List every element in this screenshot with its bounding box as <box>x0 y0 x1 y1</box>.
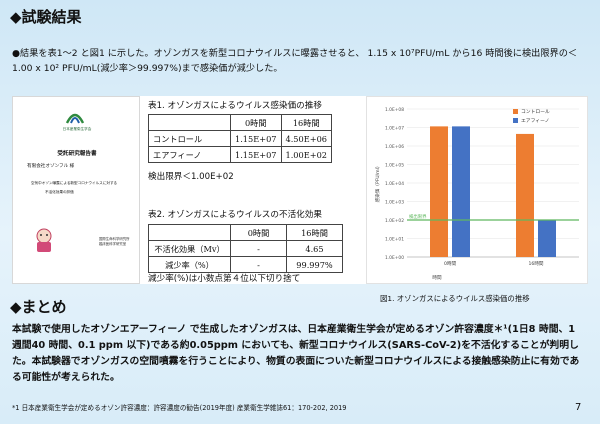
legend-swatch <box>513 109 518 114</box>
bar <box>516 133 534 257</box>
y-tick-label: 1.0E+08 <box>385 107 404 113</box>
table2-note: 減少率(%)は小数点第４位以下切り捨て <box>148 274 301 284</box>
table-header-row: 0時間 16時間 <box>148 114 332 131</box>
table2-inactivation: 0時間 16時間 不活化効果（Mv） - 4.65 減少率（%） - 99.99… <box>148 224 343 273</box>
results-intro-text: ●結果を表1～2 と図1 に示した。オゾンガスを新型コロナウイルスに曝露させると… <box>12 48 578 74</box>
report-title: 受託研究報告書 <box>57 151 97 157</box>
society-logo-icon <box>65 113 85 124</box>
table-cell: 不活化効果（Mv） <box>148 240 231 257</box>
y-tick-label: 1.0E+05 <box>385 163 404 169</box>
infectivity-bar-chart: 1.0E+00 1.0E+01 1.0E+02 1.0E+03 1.0E+04 1.0E+… <box>374 107 579 281</box>
y-tick-label: 1.0E+04 <box>385 181 404 187</box>
table-cell: 4.50E+06 <box>280 130 332 147</box>
table-header-cell <box>148 224 231 241</box>
bar <box>430 126 448 257</box>
x-tick-label: 0時間 <box>444 261 457 267</box>
figure-caption: 図1. オゾンガスによるウイルス感染価の推移 <box>380 294 530 303</box>
table-cell: - <box>230 256 287 273</box>
table-cell: コントロール <box>148 130 231 147</box>
table-header-row: 0時間 16時間 <box>148 224 343 241</box>
table-cell: 減少率（%） <box>148 256 231 273</box>
table-header-cell: 0時間 <box>230 224 287 241</box>
y-tick-label: 1.0E+00 <box>385 255 404 261</box>
x-tick-label: 16時間 <box>528 261 543 267</box>
report-issuer: 国際生命科学研究所 臨床医科学研究室 <box>99 237 130 246</box>
table2-caption: 表2. オゾンガスによるウイルスの不活化効果 <box>148 210 322 220</box>
table-row: 不活化効果（Mv） - 4.65 <box>148 240 343 257</box>
page-number: 7 <box>575 402 582 413</box>
table-cell: - <box>230 240 287 257</box>
y-tick-label: 1.0E+07 <box>385 126 404 132</box>
y-axis-label: 感染価（PFU/ml） <box>374 163 381 202</box>
y-tick-label: 1.0E+03 <box>385 200 404 206</box>
table-cell: 1.15E+07 <box>230 130 282 147</box>
legend-swatch <box>513 118 518 123</box>
table-cell: 1.00E+02 <box>280 146 332 163</box>
x-axis-label: 時間 <box>432 275 442 281</box>
y-tick-label: 1.0E+06 <box>385 144 404 150</box>
section-title-results: ◆試験結果 <box>10 8 82 26</box>
table1-caption: 表1. オゾンガスによるウイルス感染価の推移 <box>148 101 322 111</box>
bar <box>452 126 470 257</box>
legend-label: コントロール <box>521 109 550 115</box>
table-cell: 4.65 <box>286 240 343 257</box>
table-row: エアフィーノ 1.15E+07 1.00E+02 <box>148 146 332 163</box>
report-subtitle-1: 空気中オゾン曝露による新型コロナウイルスに対する <box>31 181 118 185</box>
tables-panel: 表1. オゾンガスによるウイルス感染価の推移 0時間 16時間 コントロール 1… <box>140 96 366 284</box>
table-row: 減少率（%） - 99.997% <box>148 256 343 273</box>
report-subtitle-2: 不活化効果の評価 <box>45 190 74 194</box>
mascot-stamp-icon <box>36 228 52 252</box>
infectivity-chart-panel: 1.0E+00 1.0E+01 1.0E+02 1.0E+03 1.0E+04 1.0E+… <box>366 96 588 284</box>
y-tick-label: 1.0E+01 <box>385 237 404 243</box>
report-org: 日本産業衛生学会 <box>62 127 92 131</box>
table-cell: エアフィーノ <box>148 146 231 163</box>
bar <box>538 220 556 257</box>
y-tick-label: 1.0E+02 <box>385 218 404 224</box>
table-cell: 99.997% <box>286 256 343 273</box>
table-header-cell: 0時間 <box>230 114 282 131</box>
table-header-cell <box>148 114 231 131</box>
report-cover-image: 日本産業衛生学会 受託研究報告書 有限会社オゾンフル 様 空気中オゾン曝露による… <box>12 96 140 284</box>
table1-infectivity: 0時間 16時間 コントロール 1.15E+07 4.50E+06 エアフィーノ… <box>148 114 332 163</box>
section-title-summary: ◆まとめ <box>10 298 67 316</box>
table-header-cell: 16時間 <box>280 114 332 131</box>
table-header-cell: 16時間 <box>286 224 343 241</box>
table-cell: 1.15E+07 <box>230 146 282 163</box>
table-row: コントロール 1.15E+07 4.50E+06 <box>148 130 332 147</box>
report-recipient: 有限会社オゾンフル 様 <box>27 164 75 169</box>
table1-note: 検出限界＜1.00E+02 <box>148 172 234 182</box>
legend-label: エアフィーノ <box>521 118 549 124</box>
summary-text: 本試験で使用したオゾンエアーフィーノ で生成したオゾンガスは、日本産業衛生学会が… <box>12 324 580 383</box>
detection-limit-label: 検出限界 <box>409 213 427 220</box>
footnote: *1 日本産業衛生学会が定めるオゾン許容濃度：許容濃度の勧告(2019年度) 産… <box>12 404 347 412</box>
